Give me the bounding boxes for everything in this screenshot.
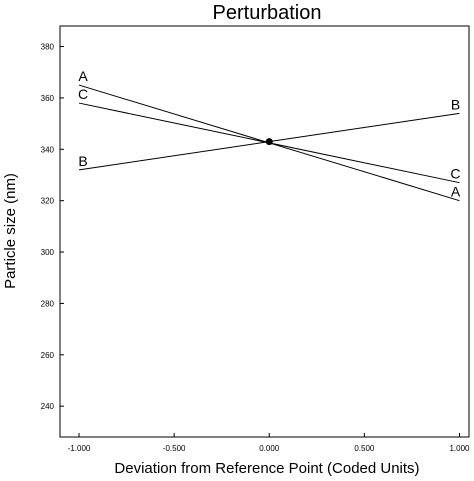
- x-tick-label: 1.000: [449, 444, 470, 453]
- reference-point-marker: [265, 138, 273, 146]
- y-tick-label: 340: [41, 145, 55, 154]
- series-lines: [78, 84, 460, 202]
- series-label-A-end: A: [451, 184, 461, 200]
- series-label-C-start: C: [78, 86, 88, 102]
- y-axis: 240 260 280 300 320 340 360 380: [41, 43, 64, 411]
- series-labels: A A B B C C: [78, 68, 461, 200]
- x-tick-label: 0.500: [354, 444, 375, 453]
- series-label-C-end: C: [450, 166, 460, 182]
- x-tick-label: -1.000: [68, 444, 91, 453]
- plot-frame: [59, 25, 470, 438]
- x-axis-label: Deviation from Reference Point (Coded Un…: [114, 460, 419, 477]
- y-tick-label: 280: [41, 299, 55, 308]
- y-tick-label: 300: [41, 248, 55, 257]
- x-tick-label: -0.500: [163, 444, 186, 453]
- series-label-B-start: B: [78, 153, 87, 169]
- y-tick-label: 360: [41, 94, 55, 103]
- chart-title: Perturbation: [213, 2, 322, 24]
- y-axis-label: Particle size (nm): [2, 173, 19, 289]
- y-tick-label: 380: [41, 43, 55, 52]
- y-tick-label: 240: [41, 402, 55, 411]
- y-tick-label: 320: [41, 197, 55, 206]
- x-tick-label: 0.000: [259, 444, 280, 453]
- series-label-B-end: B: [451, 96, 460, 112]
- y-tick-label: 260: [41, 351, 55, 360]
- x-axis: -1.000 -0.500 0.000 0.500 1.000: [68, 433, 470, 453]
- series-label-A-start: A: [78, 68, 88, 84]
